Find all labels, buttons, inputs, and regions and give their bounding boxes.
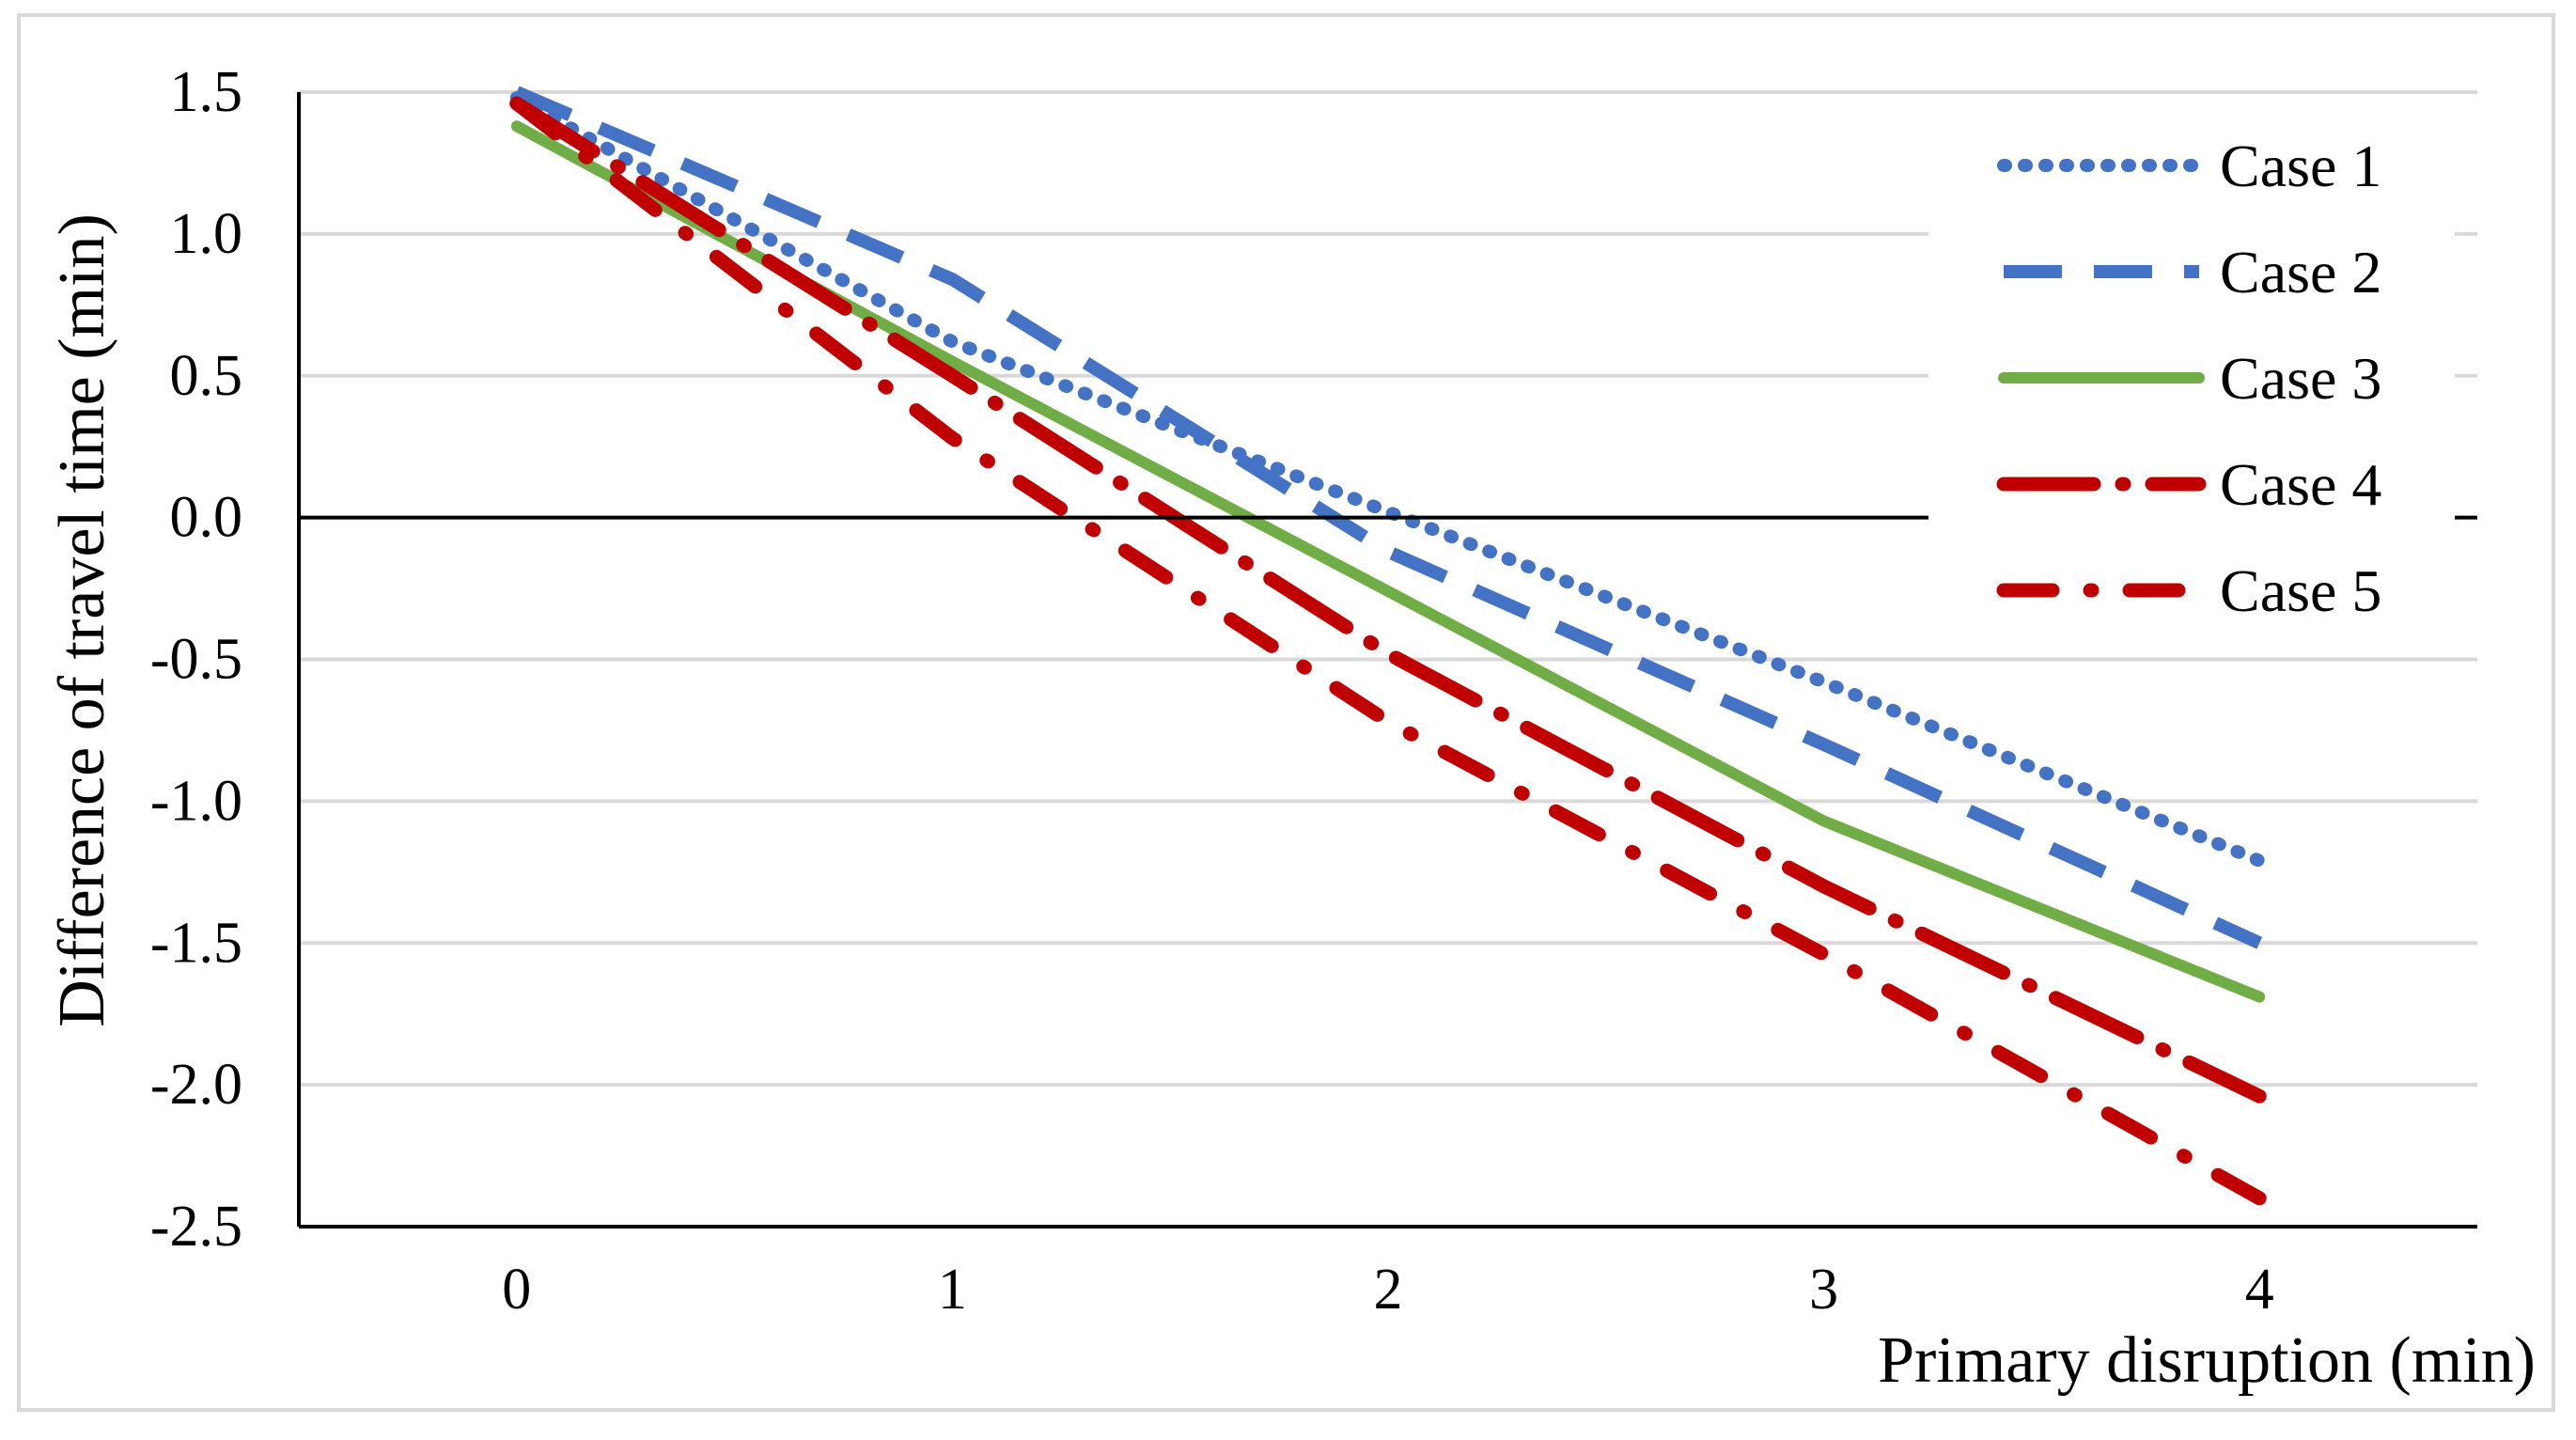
y-tick-label: -1.0 (150, 769, 242, 833)
x-tick-label: 0 (502, 1258, 531, 1322)
x-tick-label: 3 (1809, 1258, 1838, 1322)
y-tick-label: -1.5 (150, 911, 242, 975)
x-tick-labels: 0 1 2 3 4 (502, 1258, 2273, 1322)
y-tick-label: 1.0 (170, 202, 243, 266)
y-tick-label: 1.5 (170, 60, 243, 124)
series-layer (509, 86, 2267, 1206)
y-tick-label: 0.0 (170, 486, 243, 550)
series-line-case-1 (509, 91, 2267, 868)
legend-label-case-1: Case 1 (2220, 133, 2381, 199)
x-tick-label: 1 (938, 1258, 967, 1322)
y-tick-label: -2.5 (150, 1195, 242, 1259)
legend-label-case-4: Case 4 (2220, 451, 2381, 518)
y-axis-title: Difference of travel time (min) (46, 213, 118, 1027)
legend-label-case-2: Case 2 (2220, 239, 2381, 305)
series-line-case-2 (514, 86, 2263, 949)
x-tick-label: 2 (1374, 1258, 1403, 1322)
series-line-case-5 (509, 96, 2267, 1206)
legend: Case 1 Case 2 Case 3 Case 4 Case 5 (1928, 113, 2455, 639)
x-tick-label: 4 (2245, 1258, 2274, 1322)
y-tick-label: -0.5 (150, 628, 242, 692)
legend-label-case-3: Case 3 (2220, 345, 2381, 412)
x-axis-title: Primary disruption (min) (1878, 1324, 2536, 1397)
y-tick-label: -2.0 (150, 1053, 242, 1117)
y-tick-labels: 1.5 1.0 0.5 0.0 -0.5 -1.0 -1.5 -2.0 -2.5 (150, 60, 242, 1259)
series-line-case-4 (509, 96, 2267, 1103)
y-tick-label: 0.5 (170, 344, 243, 408)
legend-label-case-5: Case 5 (2220, 557, 2381, 624)
